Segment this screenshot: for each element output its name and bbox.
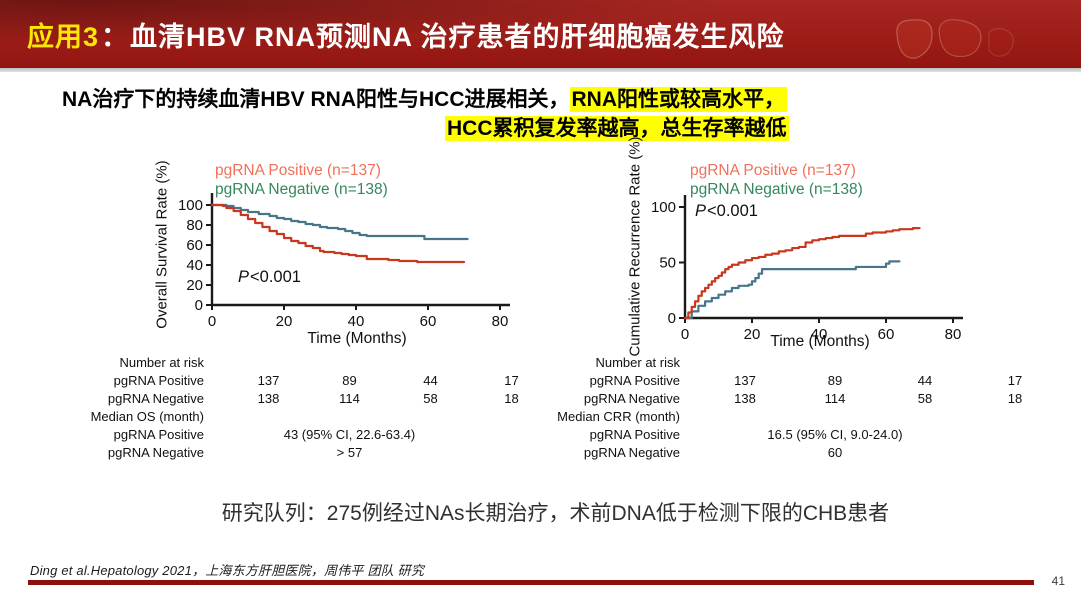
os-x-axis-label: Time (Months) xyxy=(307,330,407,347)
svg-text:60: 60 xyxy=(186,237,203,254)
crr-x-axis-label: Time (Months) xyxy=(770,333,870,350)
crr-km-plot: 0 20 40 60 80 0 50 100 xyxy=(651,195,963,343)
overall-survival-chart: Overall Survival Rate (%) pgRNA Positive… xyxy=(60,150,550,385)
table-row: pgRNA Negative 60 xyxy=(583,445,843,460)
page-number: 41 xyxy=(1051,574,1065,588)
svg-text:0: 0 xyxy=(195,297,203,314)
citation: Ding et al.Hepatology 2021，上海东方肝胆医院，周伟平 … xyxy=(30,563,425,578)
risk-header: Number at risk xyxy=(119,355,204,370)
table-row: pgRNA Negative 138 114 58 18 xyxy=(583,391,1023,406)
table-row: pgRNA Negative > 57 xyxy=(107,445,363,460)
key-message-line1: NA治疗下的持续血清HBV RNA阳性与HCC进展相关，RNA阳性或较高水平， xyxy=(62,86,1042,114)
median-header: Median OS (month) xyxy=(90,409,204,424)
title-bar: 应用3 ： 血清HBV RNA预测NA 治疗患者的肝细胞癌发生风险 xyxy=(0,0,1081,68)
svg-text:60: 60 xyxy=(878,326,895,343)
crr-risk-table: Number at risk pgRNA Positive 137 89 44 … xyxy=(545,354,1060,462)
svg-text:40: 40 xyxy=(186,257,203,274)
key-message: NA治疗下的持续血清HBV RNA阳性与HCC进展相关，RNA阳性或较高水平， … xyxy=(62,86,1042,143)
table-row: pgRNA Positive 137 89 44 17 xyxy=(113,373,519,388)
svg-text:100: 100 xyxy=(651,199,676,216)
svg-text:40: 40 xyxy=(811,326,828,343)
page-title: 血清HBV RNA预测NA 治疗患者的肝细胞癌发生风险 xyxy=(130,21,785,52)
table-row: Median OS (month) xyxy=(60,408,552,426)
os-p-value: P<0.001 xyxy=(238,268,301,286)
key-message-highlight-2: HCC累积复发率越高，总生存率越低 xyxy=(445,116,789,141)
svg-text:0: 0 xyxy=(668,310,676,327)
liver-icon xyxy=(896,19,1014,59)
os-legend: pgRNA Positive (n=137) pgRNA Negative (n… xyxy=(215,161,388,199)
svg-text:80: 80 xyxy=(945,326,962,343)
risk-header: Number at risk xyxy=(595,355,680,370)
svg-text:80: 80 xyxy=(492,313,509,330)
key-message-line2: HCC累积复发率越高，总生存率越低 xyxy=(445,115,1042,143)
table-row: pgRNA Negative 138 114 58 18 xyxy=(107,391,519,406)
key-message-plain: NA治疗下的持续血清HBV RNA阳性与HCC进展相关， xyxy=(62,88,570,111)
svg-text:0: 0 xyxy=(208,313,216,330)
svg-text:60: 60 xyxy=(420,313,437,330)
legend-item-pgrna-positive: pgRNA Positive (n=137) xyxy=(215,162,381,179)
table-row: pgRNA Positive 16.5 (95% CI, 9.0-24.0) xyxy=(589,427,903,442)
table-row: pgRNA Positive 137 89 44 17 xyxy=(589,373,1023,388)
svg-text:50: 50 xyxy=(659,255,676,272)
crr-p-value: P<0.001 xyxy=(695,202,758,220)
cumulative-recurrence-chart: Cumulative Recurrence Rate (%) pgRNA Pos… xyxy=(560,136,1050,385)
header-divider xyxy=(0,68,1081,72)
svg-text:100: 100 xyxy=(178,197,203,214)
median-header: Median CRR (month) xyxy=(557,409,680,424)
table-row: Number at risk xyxy=(545,354,1060,372)
key-message-highlight-1: RNA阳性或较高水平， xyxy=(569,87,787,112)
table-row: Number at risk xyxy=(60,354,552,372)
footer-bar xyxy=(28,580,1034,585)
crr-legend: pgRNA Positive (n=137) pgRNA Negative (n… xyxy=(690,161,863,199)
os-risk-table: Number at risk pgRNA Positive 137 89 44 … xyxy=(60,354,552,462)
cohort-note: 研究队列：275例经过NAs长期治疗，术前DNA低于检测下限的CHB患者 xyxy=(221,502,890,525)
title-separator: ： xyxy=(101,21,129,52)
svg-text:80: 80 xyxy=(186,217,203,234)
app-badge: 应用3 xyxy=(27,21,100,52)
svg-text:40: 40 xyxy=(348,313,365,330)
svg-text:20: 20 xyxy=(276,313,293,330)
svg-text:0: 0 xyxy=(681,326,689,343)
legend-item-pgrna-negative: pgRNA Negative (n=138) xyxy=(690,181,863,198)
svg-text:20: 20 xyxy=(186,277,203,294)
legend-item-pgrna-positive: pgRNA Positive (n=137) xyxy=(690,162,856,179)
os-km-plot: 0 20 40 60 80 0 20 40 60 80 100 xyxy=(178,193,510,330)
legend-item-pgrna-negative: pgRNA Negative (n=138) xyxy=(215,181,388,198)
table-row: pgRNA Positive 43 (95% CI, 22.6-63.4) xyxy=(113,427,416,442)
svg-text:20: 20 xyxy=(744,326,761,343)
table-row: Median CRR (month) xyxy=(545,408,1060,426)
